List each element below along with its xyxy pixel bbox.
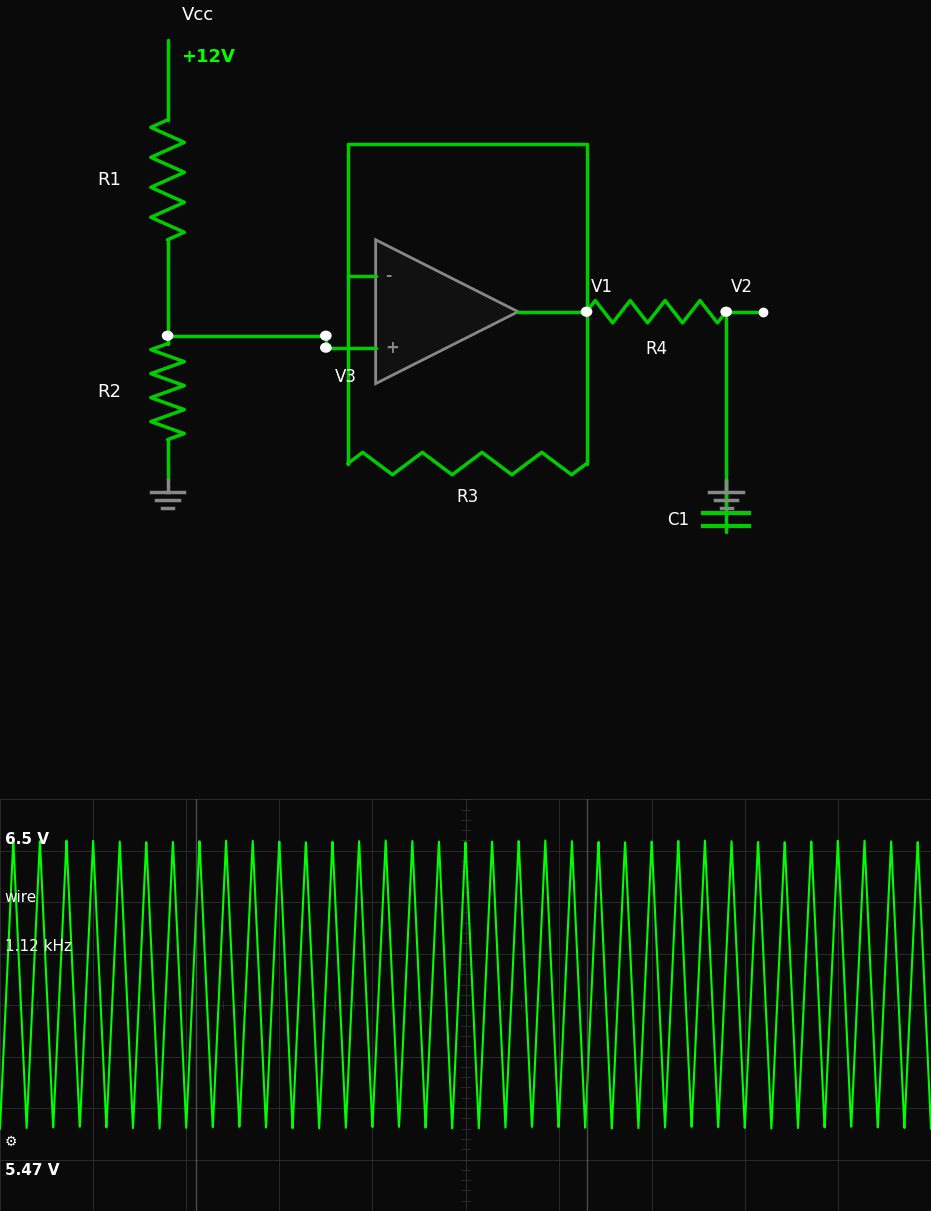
- Text: R1: R1: [97, 171, 121, 189]
- Circle shape: [320, 343, 331, 352]
- Circle shape: [163, 332, 173, 340]
- Text: R4: R4: [645, 340, 668, 357]
- Circle shape: [722, 308, 732, 316]
- Text: R3: R3: [456, 488, 479, 505]
- Text: -: -: [385, 269, 391, 283]
- Circle shape: [320, 332, 331, 340]
- Text: C1: C1: [667, 511, 689, 528]
- Text: +: +: [385, 339, 398, 357]
- Text: ⚙: ⚙: [5, 1135, 17, 1149]
- Text: R2: R2: [97, 383, 121, 401]
- Text: wire: wire: [5, 890, 37, 905]
- Text: 1.12 kHz: 1.12 kHz: [5, 940, 72, 954]
- Text: 5.47 V: 5.47 V: [5, 1163, 60, 1178]
- Text: Vcc: Vcc: [182, 6, 214, 24]
- Text: +12V: +12V: [182, 48, 236, 65]
- Text: V3: V3: [335, 368, 358, 385]
- Polygon shape: [376, 240, 518, 384]
- Text: 6.5 V: 6.5 V: [5, 832, 48, 848]
- Text: V2: V2: [731, 277, 753, 295]
- Circle shape: [581, 308, 592, 316]
- Text: V1: V1: [591, 277, 614, 295]
